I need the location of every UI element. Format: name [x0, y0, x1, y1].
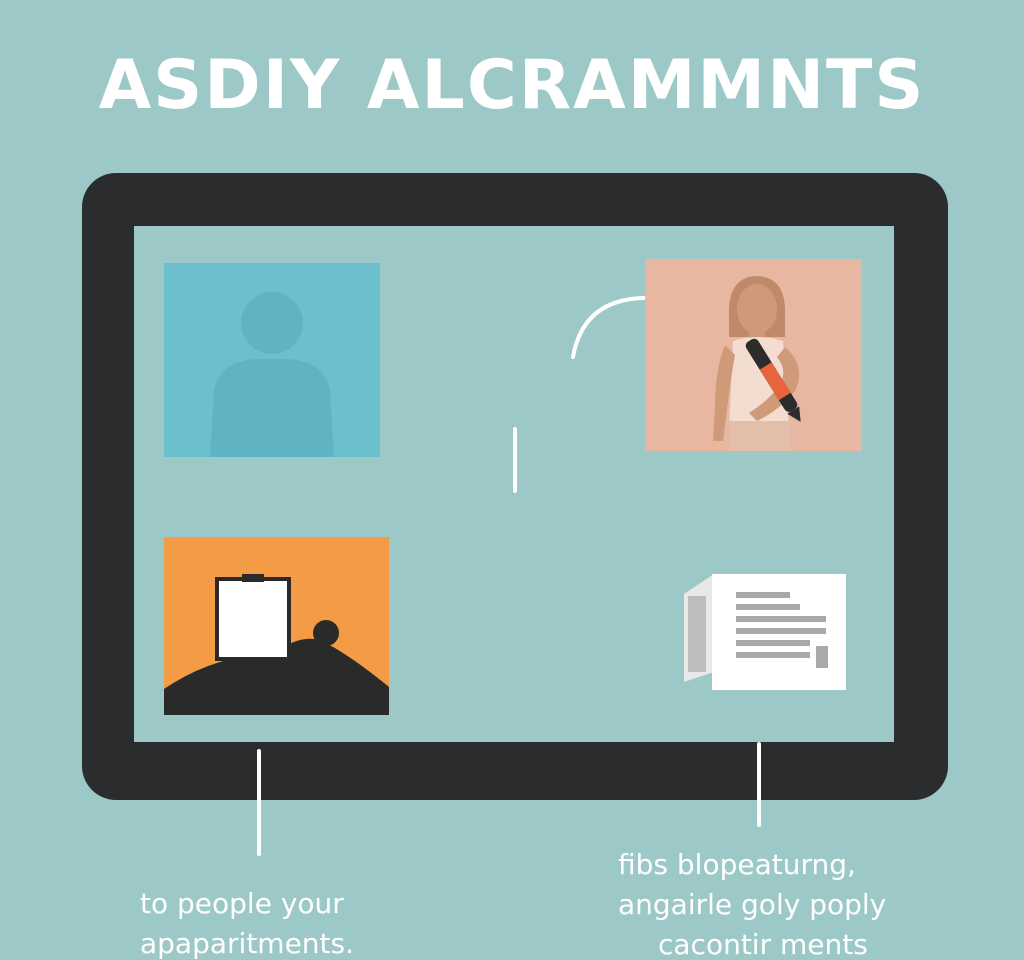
document-lines-icon	[684, 574, 846, 690]
right-caption-line-1: fibs blopeaturng,	[618, 848, 856, 881]
left-caption: to people your apaparitments.	[140, 884, 400, 960]
easel-card	[164, 537, 389, 715]
woman-card	[645, 259, 862, 451]
headline: ASDIY ALCRAMMNTS	[98, 46, 926, 125]
left-caption-line-1: to people your	[140, 887, 344, 920]
person-card	[164, 263, 380, 457]
document-card	[680, 570, 848, 692]
woman-with-pen-icon	[713, 276, 801, 451]
right-leader-line	[757, 742, 761, 827]
right-caption-line-2: angairle goly poply	[618, 888, 887, 921]
easel-landscape-icon	[164, 574, 389, 715]
left-caption-line-2: apaparitments.	[140, 927, 355, 960]
right-caption: fibs blopeaturng, angairle goly poply ca…	[618, 845, 918, 960]
person-silhouette-icon	[210, 292, 334, 457]
left-leader-line	[257, 749, 261, 856]
right-caption-line-3: cacontir ments	[658, 928, 868, 960]
center-divider-mark	[513, 427, 517, 493]
